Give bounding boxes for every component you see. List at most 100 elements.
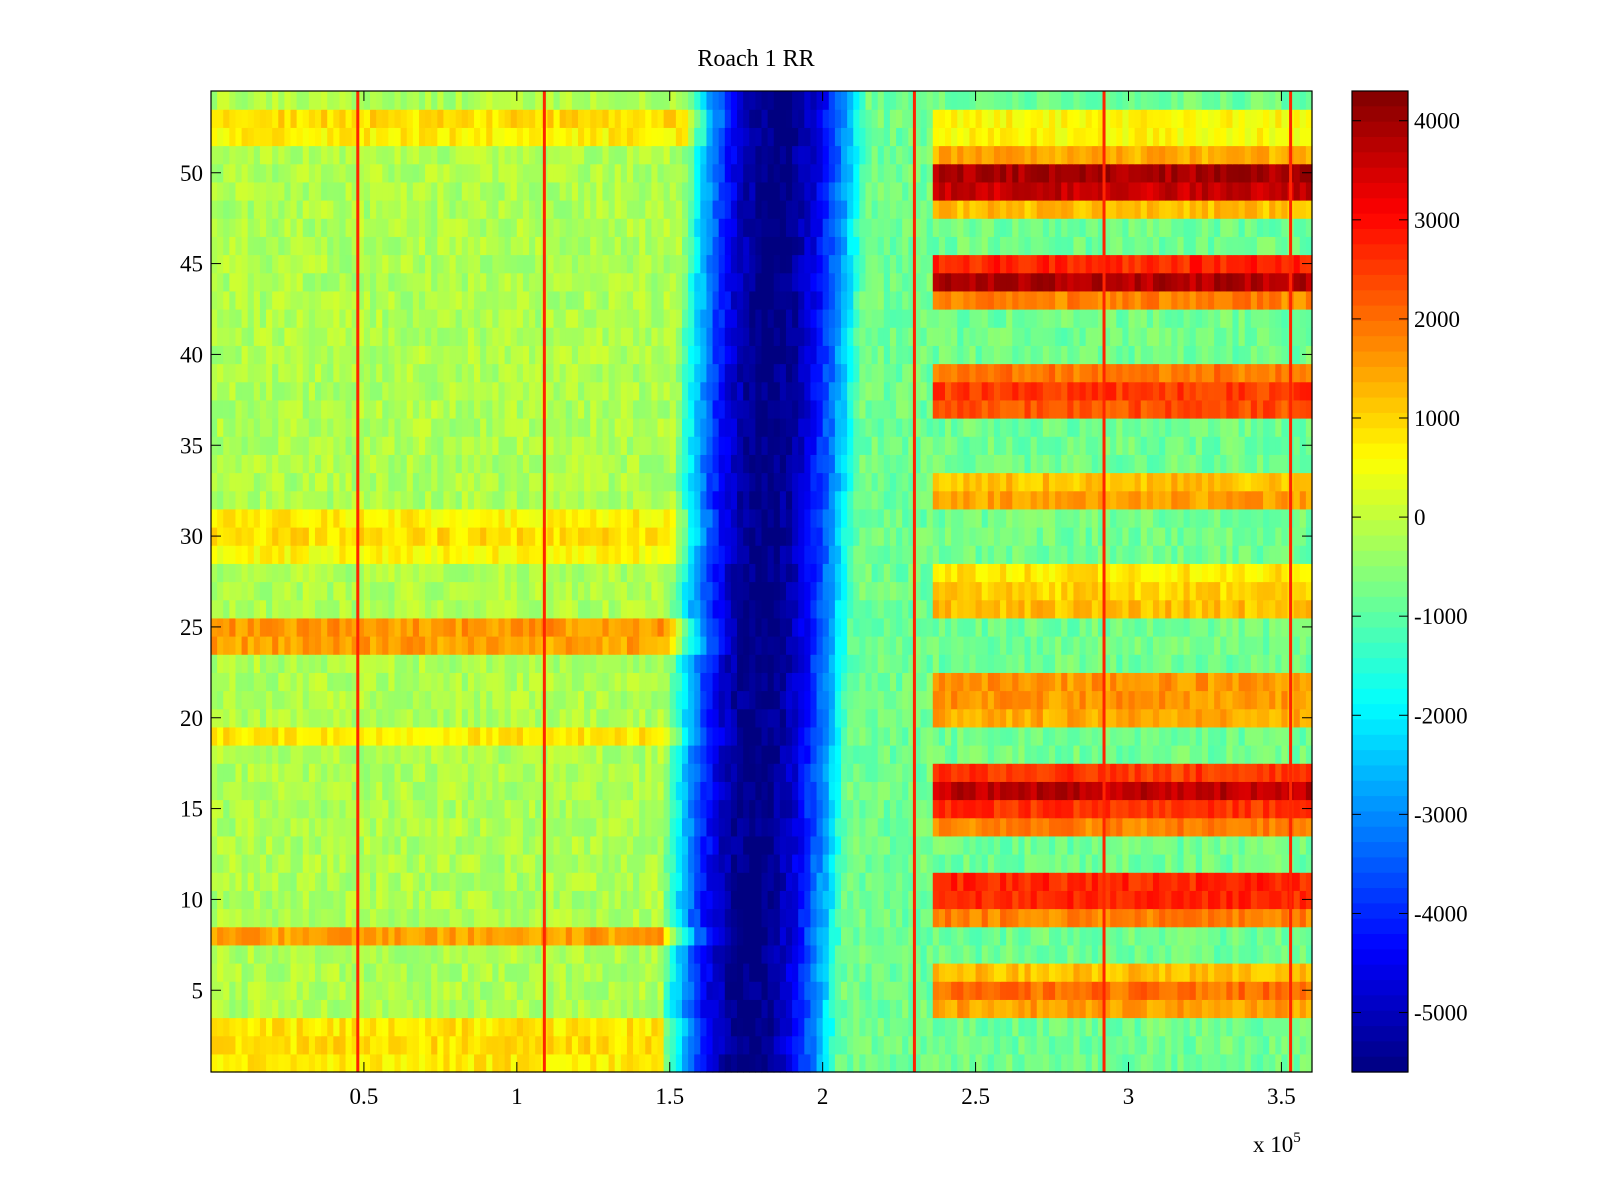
heatmap-cell [412, 944, 420, 964]
heatmap-cell [247, 854, 255, 873]
heatmap-cell [241, 581, 249, 601]
heatmap-cell [669, 799, 677, 819]
heatmap-cell [363, 563, 371, 583]
heatmap-cell [1024, 636, 1032, 655]
heatmap-cell [1299, 854, 1307, 873]
heatmap-cell [1091, 654, 1099, 673]
heatmap-cell [296, 1053, 304, 1073]
heatmap-cell [449, 726, 457, 746]
heatmap-cell [1195, 599, 1203, 619]
heatmap-cell [926, 781, 934, 801]
heatmap-cell [1226, 763, 1234, 782]
heatmap-cell [351, 963, 359, 982]
heatmap-cell [1030, 872, 1038, 891]
heatmap-cell [547, 708, 555, 728]
heatmap-cell [584, 1053, 591, 1073]
heatmap-cell [504, 854, 512, 873]
heatmap-cell [259, 1017, 267, 1037]
heatmap-cell [1036, 636, 1044, 655]
heatmap-cell [608, 581, 616, 601]
heatmap-cell [1244, 872, 1252, 891]
heatmap-cell [1238, 981, 1246, 1000]
heatmap-cell [461, 617, 469, 637]
heatmap-cell [865, 999, 873, 1019]
heatmap-cell [902, 799, 909, 819]
heatmap-cell [712, 817, 720, 837]
heatmap-cell [932, 981, 940, 1000]
heatmap-cell [1085, 1053, 1093, 1073]
heatmap-cell [1208, 672, 1215, 692]
heatmap-cell [1238, 672, 1246, 692]
heatmap-cell [1275, 781, 1283, 801]
heatmap-cell [834, 872, 842, 891]
heatmap-cell [694, 654, 701, 673]
heatmap-cell [724, 690, 732, 710]
heatmap-cell [296, 563, 304, 583]
heatmap-cell [590, 599, 597, 619]
heatmap-cell [553, 636, 561, 655]
heatmap-cell [975, 963, 983, 982]
heatmap-cell [565, 999, 573, 1019]
heatmap-cell [1281, 708, 1289, 728]
heatmap-cell [792, 944, 799, 964]
heatmap-cell [743, 944, 750, 964]
heatmap-cell [510, 854, 518, 873]
heatmap-cell [908, 581, 916, 601]
heatmap-cell [926, 617, 934, 637]
heatmap-cell [467, 636, 475, 655]
heatmap-cell [1122, 1017, 1130, 1037]
heatmap-cell [1305, 1053, 1313, 1073]
heatmap-cell [1183, 872, 1191, 891]
heatmap-cell [596, 926, 604, 946]
heatmap-cell [1269, 1053, 1276, 1073]
heatmap-cell [327, 690, 334, 710]
heatmap-cell [896, 581, 903, 601]
heatmap-cell [663, 926, 671, 946]
heatmap-cell [663, 563, 671, 583]
heatmap-cell [498, 581, 506, 601]
heatmap-cell [902, 745, 909, 764]
heatmap-cell [841, 872, 848, 891]
heatmap-cell [785, 745, 793, 764]
heatmap-cell [792, 854, 799, 873]
heatmap-cell [834, 799, 842, 819]
heatmap-cell [1165, 726, 1172, 746]
heatmap-cell [394, 926, 402, 946]
heatmap-cell [651, 817, 659, 837]
heatmap-cell [308, 817, 316, 837]
heatmap-cell [339, 672, 347, 692]
heatmap-cell [363, 636, 371, 655]
heatmap-cell [559, 636, 567, 655]
heatmap-cell [425, 563, 432, 583]
heatmap-cell [841, 708, 848, 728]
heatmap-cell [1134, 763, 1142, 782]
heatmap-cell [1000, 581, 1007, 601]
heatmap-cell [920, 726, 928, 746]
heatmap-cell [810, 599, 818, 619]
heatmap-cell [388, 563, 396, 583]
heatmap-cell [1171, 999, 1179, 1019]
heatmap-cell [339, 617, 347, 637]
heatmap-cell [1214, 781, 1221, 801]
heatmap-cell [327, 890, 334, 910]
heatmap-cell [1024, 799, 1032, 819]
heatmap-cell [1208, 1035, 1215, 1055]
heatmap-cell [278, 854, 285, 873]
heatmap-cell [975, 908, 983, 928]
heatmap-cell [596, 854, 604, 873]
heatmap-cell [498, 617, 506, 637]
heatmap-cell [614, 999, 622, 1019]
heatmap-cell [975, 835, 983, 855]
heatmap-cell [461, 890, 469, 910]
heatmap-cell [425, 817, 432, 837]
heatmap-cell [663, 854, 671, 873]
heatmap-cell [957, 835, 964, 855]
heatmap-cell [651, 745, 659, 764]
heatmap-cell [639, 872, 646, 891]
heatmap-cell [425, 981, 432, 1000]
heatmap-cell [553, 599, 561, 619]
heatmap-cell [1097, 872, 1105, 891]
heatmap-cell [327, 599, 334, 619]
heatmap-cell [914, 1053, 922, 1073]
heatmap-cell [467, 854, 475, 873]
